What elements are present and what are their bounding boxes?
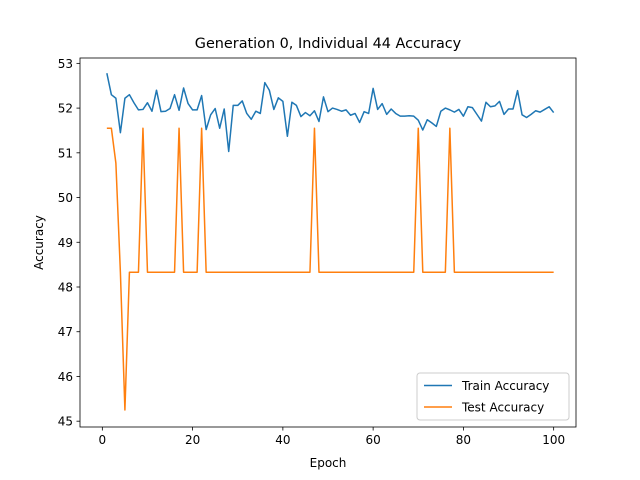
- plot-area: [79, 57, 577, 428]
- legend-label-train: Train Accuracy: [461, 379, 549, 393]
- y-axis-label: Accuracy: [32, 215, 46, 270]
- x-tick-label: 40: [275, 433, 290, 447]
- y-tick-label: 50: [58, 191, 73, 205]
- y-tick-label: 47: [58, 325, 73, 339]
- legend-box: [416, 372, 570, 421]
- x-tick-label: 100: [542, 433, 565, 447]
- y-axis-ticks: 45 46 47 48 49 50 51 52 53: [58, 57, 80, 429]
- y-tick-label: 49: [58, 236, 73, 250]
- y-tick-label: 51: [58, 146, 73, 160]
- series-layer: [106, 73, 555, 411]
- test-accuracy-line: [106, 127, 554, 411]
- y-tick-label: 45: [58, 415, 73, 429]
- train-accuracy-line: [106, 73, 555, 153]
- y-tick-label: 46: [58, 370, 73, 384]
- x-tick-label: 80: [456, 433, 471, 447]
- x-axis-ticks: 0 20 40 60 80 100: [99, 427, 565, 447]
- y-tick-label: 53: [58, 57, 73, 71]
- x-tick-label: 60: [365, 433, 380, 447]
- x-tick-label: 0: [99, 433, 107, 447]
- x-tick-label: 20: [185, 433, 200, 447]
- x-axis-label: Epoch: [310, 456, 347, 470]
- y-tick-label: 52: [58, 102, 73, 116]
- chart-title: Generation 0, Individual 44 Accuracy: [195, 36, 462, 52]
- plot-frame: [79, 57, 577, 428]
- legend-label-test: Test Accuracy: [461, 401, 544, 415]
- y-tick-label: 48: [58, 281, 73, 295]
- legend: Train Accuracy Test Accuracy: [416, 372, 570, 421]
